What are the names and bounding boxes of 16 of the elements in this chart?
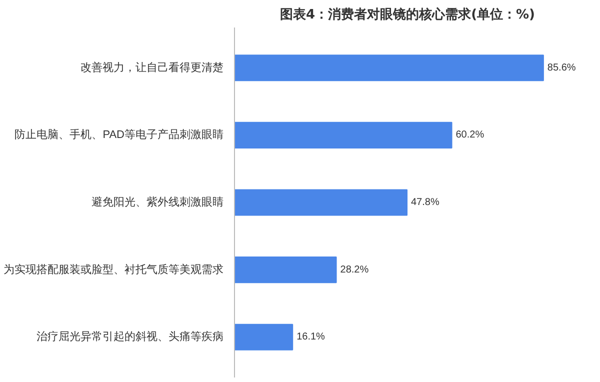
data-label: 85.6% (547, 62, 576, 74)
data-label: 47.8% (411, 197, 440, 208)
chart-title: 图表4：消费者对眼镜的核心需求(单位：%) (280, 6, 535, 22)
data-label: 60.2% (456, 130, 484, 141)
data-label: 16.1% (296, 332, 326, 343)
bar (234, 122, 452, 148)
y-tick-label: 为实现搭配服装或脸型、衬托气质等美观需求 (4, 262, 224, 276)
bar (234, 54, 544, 82)
y-tick-label: 治疗屈光异常引起的斜视、头痛等疾病 (36, 330, 224, 344)
bar (234, 256, 337, 284)
bar (234, 324, 294, 350)
y-tick-label: 改善视力，让自己看得更清楚 (80, 60, 224, 74)
y-tick-label: 防止电脑、手机、PAD等电子产品刺激眼睛 (14, 128, 224, 142)
y-tick-label: 避免阳光、紫外线刺激眼睛 (92, 196, 224, 208)
bar (234, 189, 408, 216)
data-label: 28.2% (340, 264, 369, 276)
